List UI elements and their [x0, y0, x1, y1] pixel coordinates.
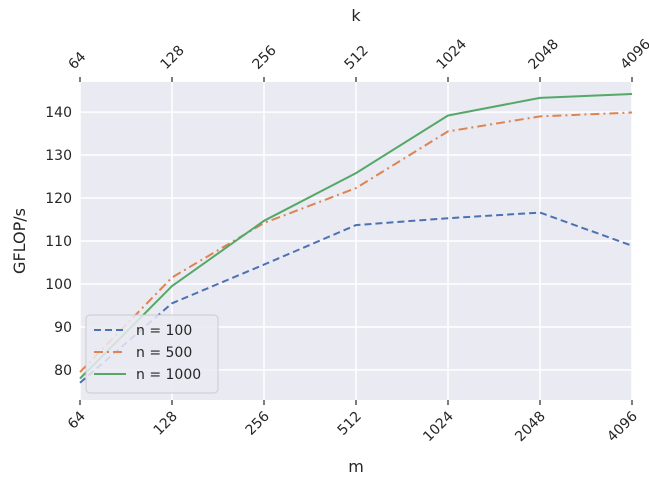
top-x-axis-label: k — [351, 6, 361, 25]
legend-label: n = 1000 — [136, 367, 201, 383]
x-axis-label: m — [348, 457, 364, 476]
y-tick-label: 140 — [45, 105, 72, 121]
x-tick-label: 64 — [65, 408, 89, 432]
legend-label: n = 500 — [136, 345, 192, 361]
top-tick-label: 128 — [158, 43, 188, 73]
y-tick-label: 130 — [45, 148, 72, 164]
legend-label: n = 100 — [136, 323, 192, 339]
top-tick-label: 256 — [250, 43, 280, 73]
y-tick-label: 120 — [45, 191, 72, 207]
x-tick-label: 2048 — [512, 409, 549, 446]
y-tick-label: 90 — [54, 320, 72, 336]
top-tick-label: 512 — [342, 43, 372, 73]
y-tick-label: 110 — [45, 234, 72, 250]
y-tick-label: 80 — [54, 363, 72, 379]
y-axis-label: GFLOP/s — [10, 208, 29, 274]
x-tick-label: 128 — [151, 409, 181, 439]
series-lines — [79, 93, 633, 384]
top-tick-label: 1024 — [434, 36, 471, 73]
x-tick-label: 4096 — [604, 408, 641, 445]
series-line-1 — [79, 211, 633, 384]
x-tick-label: 1024 — [420, 408, 457, 445]
y-tick-label: 100 — [45, 277, 72, 293]
x-tick-label: 256 — [243, 408, 273, 438]
top-tick-label: 64 — [66, 49, 90, 73]
series-line-3 — [79, 93, 633, 380]
x-tick-label: 512 — [335, 409, 365, 439]
bottom-x-axis-ticks: 64 128 256 512 1024 2048 4096 — [65, 400, 641, 445]
series-line-2 — [79, 111, 633, 373]
top-x-axis-ticks: 64 128 256 512 1024 2048 4096 — [66, 36, 649, 82]
top-tick-label: 4096 — [618, 36, 649, 73]
y-axis-ticks: 80 90 100 110 120 130 140 — [45, 105, 72, 379]
top-tick-label: 2048 — [526, 36, 563, 73]
legend: n = 100 n = 500 n = 1000 — [85, 314, 219, 394]
